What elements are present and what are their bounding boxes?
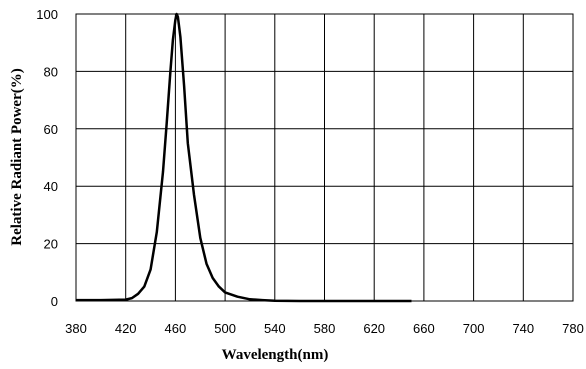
series-line (76, 12, 412, 303)
x-tick-label: 700 (463, 321, 485, 336)
x-tick-label: 780 (562, 321, 584, 336)
x-tick-label: 420 (115, 321, 137, 336)
x-tick-label: 380 (65, 321, 87, 336)
y-tick-label: 100 (36, 7, 58, 22)
x-axis-title: Wavelength(nm) (222, 347, 329, 363)
x-tick-label: 500 (214, 321, 236, 336)
y-tick-label: 40 (44, 179, 58, 194)
x-tick-label: 580 (314, 321, 336, 336)
y-tick-label: 80 (44, 64, 58, 79)
x-tick-label: 660 (413, 321, 435, 336)
y-tick-labels: 0 20 40 60 80 100 (36, 7, 58, 309)
x-tick-label: 460 (165, 321, 187, 336)
x-tick-label: 620 (363, 321, 385, 336)
x-tick-labels: 380 420 460 500 540 580 620 660 700 740 780 (65, 321, 584, 336)
y-axis-title: Relative Radiant Power(%) (9, 68, 25, 245)
x-tick-label: 540 (264, 321, 286, 336)
y-tick-label: 20 (44, 237, 58, 252)
y-tick-label: 60 (44, 122, 58, 137)
x-tick-label: 740 (512, 321, 534, 336)
y-tick-label: 0 (51, 294, 58, 309)
grid-lines (76, 14, 573, 301)
